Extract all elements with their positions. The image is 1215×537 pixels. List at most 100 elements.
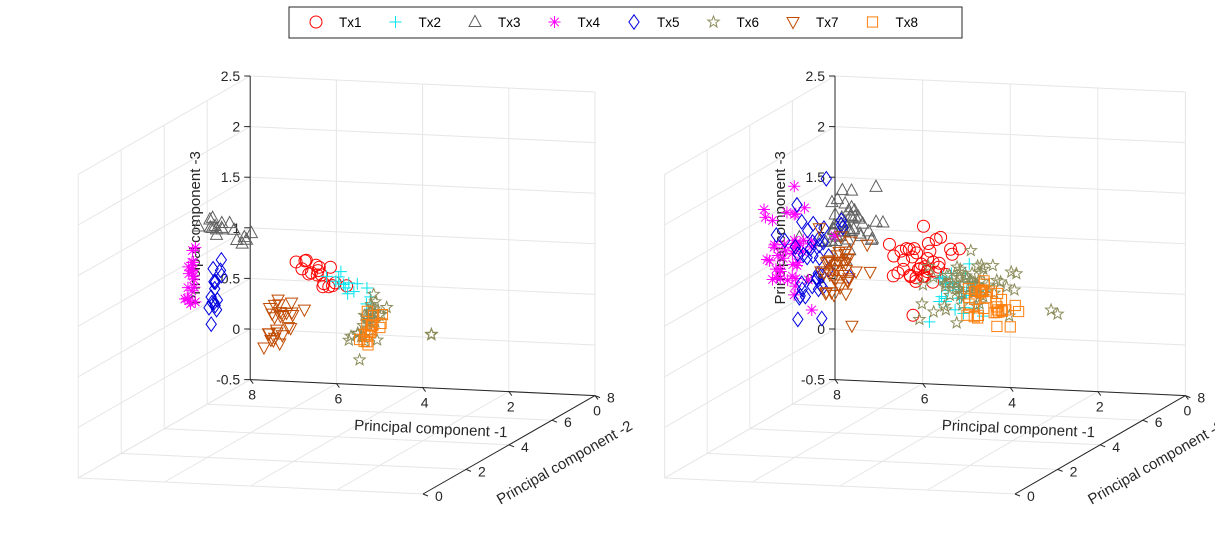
z-tick-label: 0 xyxy=(817,321,825,337)
data-point xyxy=(882,237,896,251)
data-point xyxy=(805,303,818,316)
series-tx4 xyxy=(178,241,202,310)
data-point xyxy=(1000,304,1012,316)
data-point xyxy=(963,298,975,310)
legend-marker-tx7 xyxy=(786,17,800,30)
data-point xyxy=(376,308,389,321)
data-point xyxy=(297,304,312,318)
data-point xyxy=(826,221,841,234)
data-point xyxy=(825,194,839,208)
data-point xyxy=(972,312,984,324)
x-tick xyxy=(1097,391,1102,396)
data-point xyxy=(361,305,373,317)
data-point xyxy=(926,269,941,284)
data-point xyxy=(855,216,870,229)
z-tick-label: 2.5 xyxy=(221,68,241,84)
legend-marker-tx8 xyxy=(866,16,879,28)
data-point xyxy=(363,303,378,318)
z-tick-label: 1.5 xyxy=(221,169,241,185)
data-point xyxy=(863,266,877,280)
data-point xyxy=(828,229,841,242)
data-point xyxy=(208,273,220,290)
data-point xyxy=(838,195,852,209)
data-point xyxy=(227,222,241,235)
grid-line xyxy=(250,227,596,245)
data-point xyxy=(802,273,815,286)
grid-line xyxy=(664,328,836,428)
data-point xyxy=(912,311,927,326)
data-point xyxy=(366,286,381,301)
data-point xyxy=(869,179,883,192)
data-point xyxy=(799,288,812,305)
data-point xyxy=(424,327,439,341)
x-tick-label: 4 xyxy=(421,395,429,411)
data-point xyxy=(351,277,364,290)
grid-line xyxy=(250,75,596,93)
data-point xyxy=(320,270,333,283)
data-point xyxy=(835,256,850,270)
data-point xyxy=(791,259,804,272)
grid-line xyxy=(77,75,251,175)
data-point xyxy=(806,233,819,251)
grid-line xyxy=(250,277,596,295)
data-point xyxy=(993,274,1008,288)
data-point xyxy=(792,311,804,328)
series-tx3 xyxy=(191,210,259,249)
legend-label-tx8: Tx8 xyxy=(896,15,919,30)
data-point xyxy=(1009,266,1024,280)
series-tx7 xyxy=(812,223,877,334)
grid-line xyxy=(250,126,596,144)
data-point xyxy=(215,267,228,284)
y-tick-label: 4 xyxy=(1112,439,1120,455)
data-point xyxy=(312,260,326,274)
data-point xyxy=(916,219,930,233)
grid-line xyxy=(664,176,836,277)
series-tx3 xyxy=(792,179,890,266)
data-point xyxy=(796,245,809,258)
data-point xyxy=(786,270,799,283)
data-point xyxy=(987,285,1002,300)
data-point xyxy=(189,241,202,254)
grid-line xyxy=(77,126,251,226)
data-point xyxy=(273,310,288,324)
y-tick-label: 6 xyxy=(564,414,572,430)
data-point xyxy=(209,297,221,314)
grid-line xyxy=(749,428,1101,446)
y-tick xyxy=(1057,468,1063,472)
data-point xyxy=(770,271,783,284)
data-point xyxy=(379,299,394,314)
data-point xyxy=(337,278,350,291)
data-point xyxy=(926,275,940,289)
y-tick xyxy=(594,395,601,399)
data-point xyxy=(991,320,1003,333)
data-point xyxy=(839,288,853,302)
data-point xyxy=(945,247,959,261)
data-point xyxy=(989,272,1004,287)
y-tick-label: 0 xyxy=(435,488,443,504)
data-point xyxy=(272,299,286,313)
legend-marker-tx4 xyxy=(548,16,561,28)
data-point xyxy=(257,342,271,356)
data-point xyxy=(771,249,784,262)
y-axis-label: Principal component -2 xyxy=(494,417,636,508)
data-point xyxy=(208,294,220,311)
data-point xyxy=(780,206,793,219)
series-tx5 xyxy=(770,170,856,328)
data-point xyxy=(342,276,355,289)
data-point xyxy=(766,214,779,227)
grid-line xyxy=(77,277,251,378)
data-point xyxy=(205,210,220,223)
series-tx8 xyxy=(354,305,389,351)
data-point xyxy=(182,267,195,280)
data-point xyxy=(304,266,318,280)
data-point xyxy=(360,297,373,310)
grid-line xyxy=(121,452,467,470)
data-point xyxy=(262,328,276,342)
grid xyxy=(77,75,596,495)
data-point xyxy=(774,263,787,276)
grid-line xyxy=(834,75,1186,93)
data-point xyxy=(932,260,946,274)
data-point xyxy=(833,282,847,296)
grid-line xyxy=(834,176,1186,194)
